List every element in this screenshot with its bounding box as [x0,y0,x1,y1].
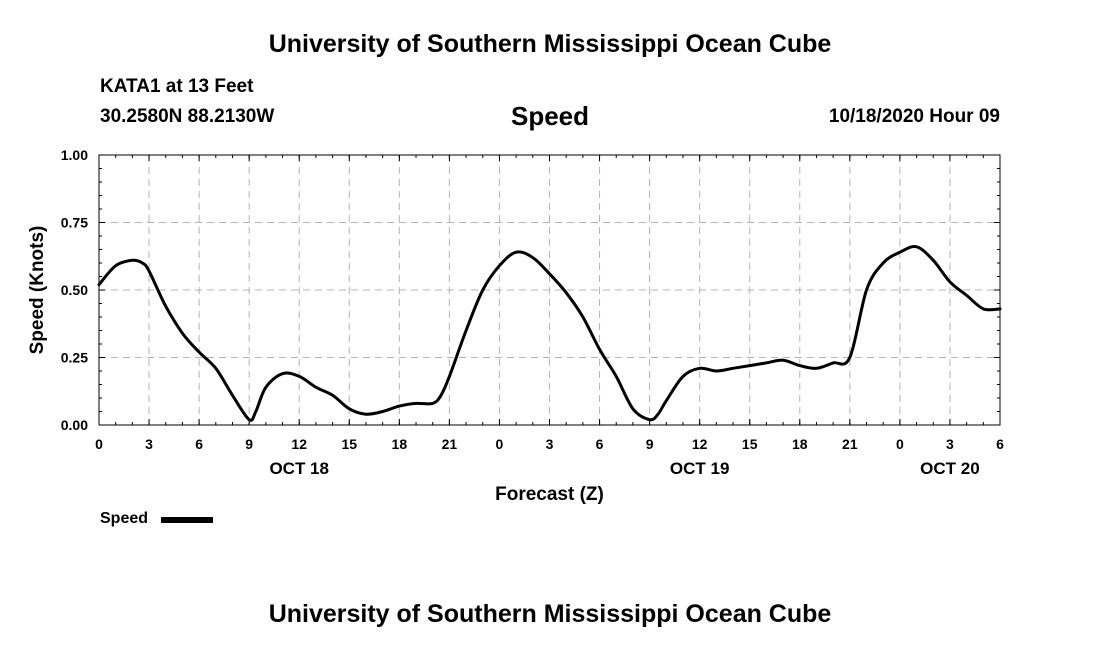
y-tick-label: 1.00 [61,147,88,163]
x-tick-label: 15 [341,436,357,452]
forecast-timestamp: 10/18/2020 Hour 09 [828,106,1000,127]
date-label: OCT 18 [269,459,329,478]
x-tick-label: 21 [442,436,458,452]
x-tick-label: 0 [896,436,904,452]
legend-swatch [161,517,213,523]
x-tick-label: 3 [946,436,954,452]
date-label: OCT 19 [670,459,730,478]
x-tick-label: 9 [646,436,654,452]
y-tick-label: 0.25 [61,350,88,366]
x-tick-label: 15 [742,436,758,452]
x-tick-label: 3 [145,436,153,452]
x-tick-label: 9 [245,436,253,452]
chart-title: Speed [510,101,590,131]
x-tick-label: 6 [195,436,203,452]
x-tick-label: 12 [692,436,708,452]
y-tick-label: 0.00 [61,417,88,433]
x-tick-label: 6 [996,436,1004,452]
x-tick-label: 18 [392,436,408,452]
y-axis-title: Speed (Knots) [27,226,48,355]
legend-label: Speed [100,510,149,527]
axis-ticks [98,154,1001,426]
station-label: KATA1 at 13 Feet [100,76,254,97]
date-label: OCT 20 [920,459,980,478]
x-tick-label: 6 [596,436,604,452]
grid-lines [99,155,1000,425]
speed-series-line [97,245,1002,422]
y-tick-label: 0.50 [61,282,88,298]
x-tick-label: 0 [95,436,103,452]
x-tick-label: 21 [842,436,858,452]
footer-title: University of Southern Mississippi Ocean… [268,600,832,628]
x-tick-label: 0 [496,436,504,452]
coordinates-label: 30.2580N 88.2130W [100,106,275,127]
x-tick-label: 18 [792,436,808,452]
x-axis-title: Forecast (Z) [495,484,604,505]
page-title: University of Southern Mississippi Ocean… [268,30,832,58]
y-tick-label: 0.75 [61,215,88,231]
axis-labels: 0 3 6 9 12 15 18 21 0 3 6 9 12 15 18 21 0 3 6 0.00 0.25 0.50 0… [27,147,1004,505]
x-tick-label: 12 [291,436,307,452]
x-tick-label: 3 [546,436,554,452]
